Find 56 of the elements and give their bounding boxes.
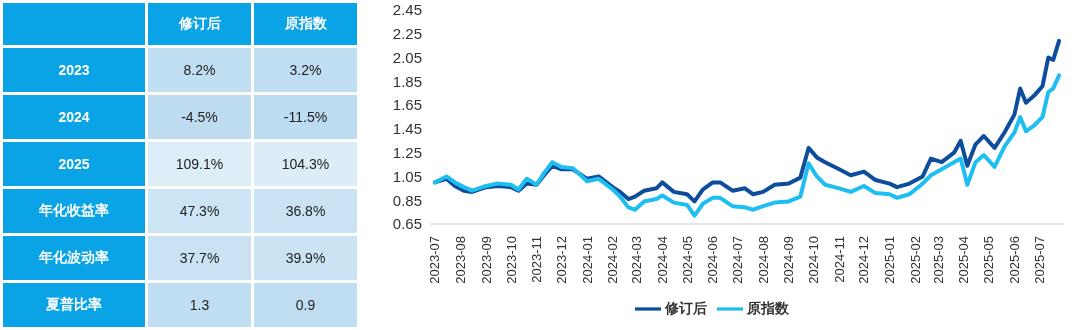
- x-tick-label: 2024-01: [579, 236, 595, 284]
- x-tick-label: 2023-07: [427, 236, 443, 284]
- data-label: 37.7%: [148, 236, 251, 280]
- y-tick-label: 年化波动率: [3, 236, 145, 280]
- x-tick-label: 2024-05: [679, 236, 695, 284]
- y-tick-label: 2.45: [392, 1, 422, 19]
- x-tick-label: 2024-08: [755, 236, 771, 284]
- data-label: -4.5%: [148, 95, 251, 139]
- x-tick-label: 2025-05: [981, 236, 997, 284]
- y-tick-label: 2024: [3, 95, 145, 139]
- x-tick-label: 2023-08: [453, 236, 469, 284]
- y-tick-label: 1.85: [392, 72, 422, 90]
- y-tick-label: 2023: [3, 48, 145, 92]
- y-tick-label: 1.45: [392, 120, 422, 138]
- data-label: 8.2%: [148, 48, 251, 92]
- x-tick-label: 2025-02: [907, 236, 923, 284]
- legend-label: 原指数: [747, 299, 789, 316]
- data-label: 0.9: [254, 283, 357, 327]
- x-tick-label: 2024-03: [629, 236, 645, 284]
- x-tick-label: 2024-12: [856, 236, 872, 284]
- y-tick-label: 1.05: [392, 167, 422, 185]
- y-tick-label: 0.65: [392, 215, 422, 233]
- data-label: 104.3%: [254, 142, 357, 186]
- x-tick-label: 2024-10: [806, 236, 822, 284]
- x-tick-label: 2025-07: [1031, 236, 1047, 284]
- data-label: 36.8%: [254, 189, 357, 233]
- x-tick-label: 2024-09: [781, 236, 797, 284]
- x-tick-label: 2023-11: [529, 236, 545, 283]
- x-tick-label: 2024-02: [605, 236, 621, 284]
- x-tick-label: 2024-04: [654, 236, 670, 284]
- y-tick-label: 年化收益率: [3, 189, 145, 233]
- x-tick-label: 2025-01: [882, 236, 898, 284]
- x-tick-label: 2025-03: [930, 236, 946, 284]
- x-tick-label: 2024-07: [729, 236, 745, 284]
- x-tick-label: 2023-09: [478, 236, 494, 284]
- data-label: 1.3: [148, 283, 251, 327]
- data-label: 3.2%: [254, 48, 357, 92]
- line-series: [432, 73, 1062, 218]
- y-tick-label: 1.65: [392, 96, 422, 114]
- y-tick-label: 夏普比率: [3, 283, 145, 327]
- legend-label: 修订后: [665, 299, 707, 316]
- x-tick-label: 2025-06: [1006, 236, 1022, 284]
- x-tick-label: 2024-11: [831, 236, 847, 283]
- y-tick-label: 0.85: [392, 191, 422, 209]
- data-label: 47.3%: [148, 189, 251, 233]
- x-tick-label: 2023-10: [503, 236, 519, 284]
- y-tick-label: 2.05: [392, 48, 422, 66]
- x-tick-label: 2024-06: [705, 236, 721, 284]
- y-tick-label: 1.25: [392, 143, 422, 161]
- data-label: -11.5%: [254, 95, 357, 139]
- y-tick-label: 2025: [3, 142, 145, 186]
- x-tick-label: 2025-04: [956, 236, 972, 284]
- y-tick-label: 2.25: [392, 25, 422, 43]
- x-tick-label: 2023-12: [553, 236, 569, 284]
- data-label: 109.1%: [148, 142, 251, 186]
- data-label: 39.9%: [254, 236, 357, 280]
